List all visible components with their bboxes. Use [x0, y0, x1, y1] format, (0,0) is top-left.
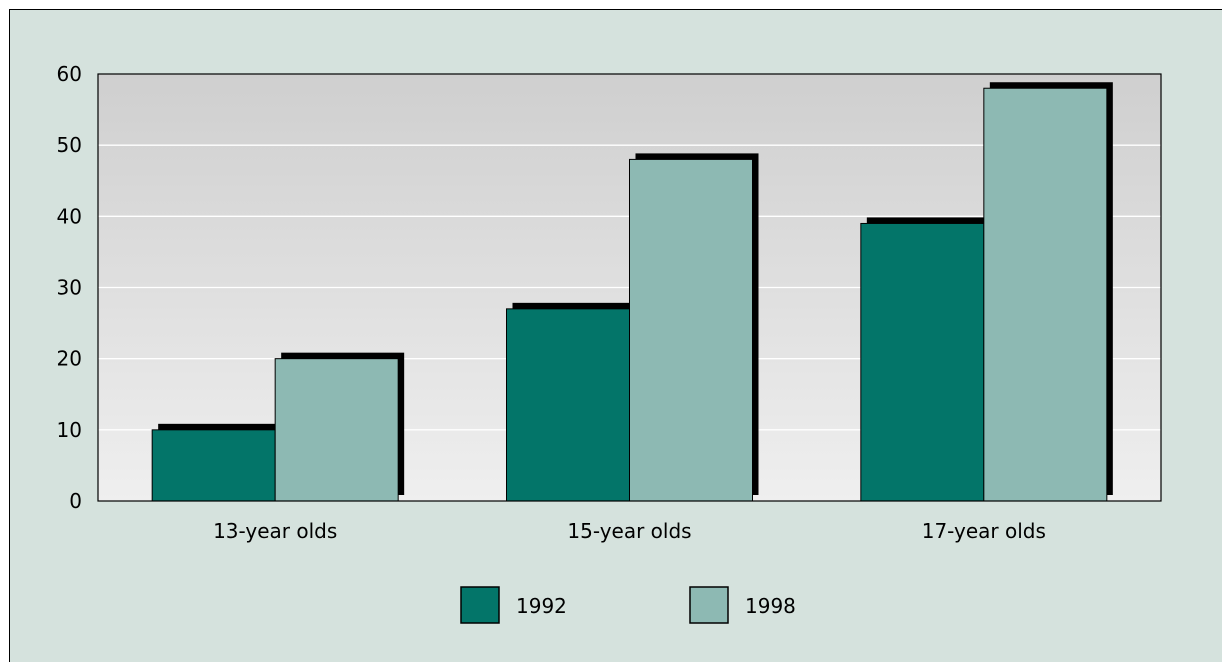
bar-1992-0	[152, 424, 281, 501]
bar-1998-2	[984, 82, 1113, 501]
bar-1992-1	[507, 303, 636, 501]
y-tick-label: 60	[57, 62, 82, 86]
x-tick-label: 13-year olds	[213, 519, 337, 543]
y-tick-label: 50	[57, 133, 82, 157]
y-tick-label: 40	[57, 204, 82, 228]
bar	[152, 430, 275, 501]
y-tick-label: 20	[57, 347, 82, 371]
bar	[275, 359, 398, 501]
bar	[507, 309, 630, 501]
bar-1998-1	[630, 153, 759, 501]
y-tick-label: 30	[57, 276, 82, 300]
legend-swatch	[461, 587, 499, 623]
bar	[984, 88, 1107, 501]
bar	[861, 223, 984, 501]
bar	[630, 159, 753, 501]
y-tick-label: 10	[57, 418, 82, 442]
bar-1992-2	[861, 217, 990, 501]
legend-swatch	[690, 587, 728, 623]
y-tick-label: 0	[69, 489, 82, 513]
x-tick-label: 15-year olds	[567, 519, 691, 543]
legend-label: 1992	[516, 594, 567, 618]
x-tick-label: 17-year olds	[922, 519, 1046, 543]
bar-1998-0	[275, 353, 404, 501]
legend-label: 1998	[745, 594, 796, 618]
